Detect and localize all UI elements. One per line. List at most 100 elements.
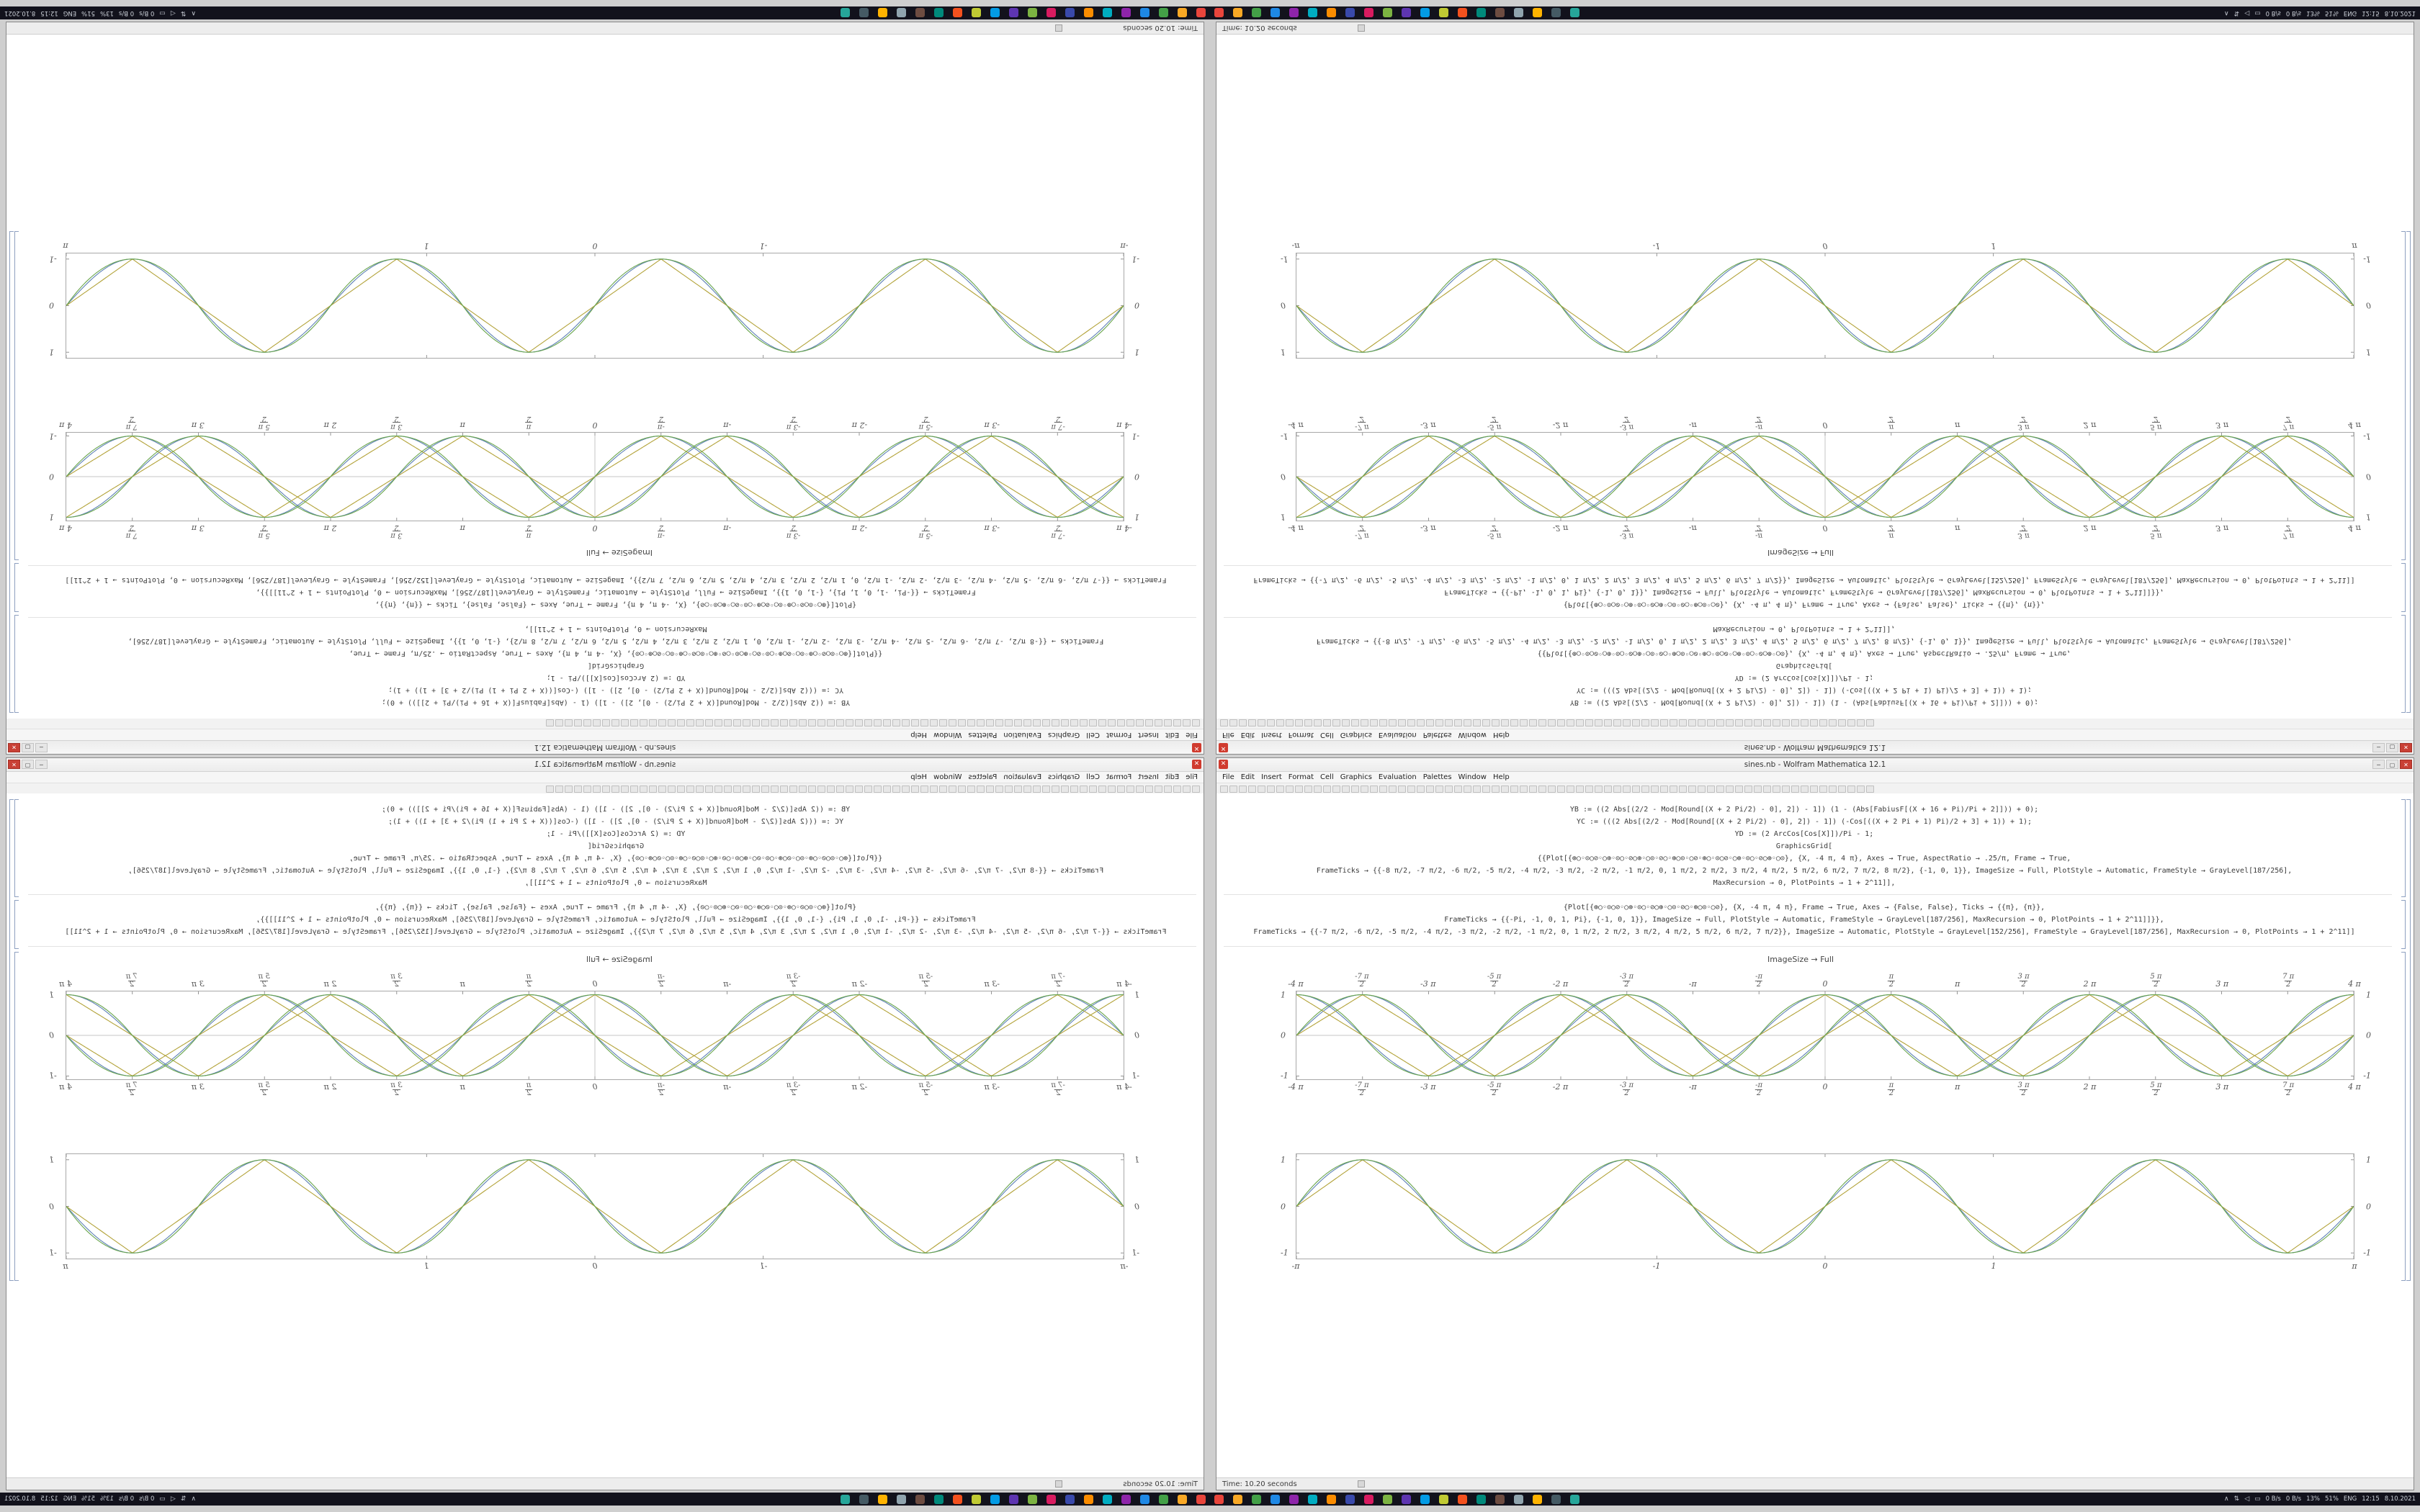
toolbar-button-icon[interactable] (1464, 786, 1471, 793)
toolbar-button-icon[interactable] (1379, 719, 1387, 726)
toolbar-button-icon[interactable] (565, 719, 573, 726)
toolbar-button-icon[interactable] (1482, 719, 1490, 726)
cell-bracket[interactable] (2401, 900, 2406, 949)
taskbar-app-icon[interactable] (990, 1494, 1000, 1504)
toolbar-button-icon[interactable] (1529, 719, 1537, 726)
taskbar-app-icon[interactable] (972, 1494, 981, 1504)
toolbar-button-icon[interactable] (555, 786, 563, 793)
menu-item-graphics[interactable]: Graphics (1340, 773, 1372, 781)
toolbar-button-icon[interactable] (630, 719, 638, 726)
toolbar-button-icon[interactable] (1651, 719, 1659, 726)
taskbar-app-icon[interactable] (1270, 1494, 1280, 1504)
taskbar-app-icon[interactable] (1420, 1494, 1430, 1504)
taskbar-app-icon[interactable] (1065, 8, 1075, 18)
toolbar-button-icon[interactable] (1042, 719, 1050, 726)
toolbar-button-icon[interactable] (1454, 719, 1462, 726)
taskbar-app-icon[interactable] (934, 1494, 944, 1504)
toolbar-button-icon[interactable] (1595, 786, 1603, 793)
toolbar-button-icon[interactable] (1801, 786, 1809, 793)
toolbar-button-icon[interactable] (1005, 786, 1013, 793)
taskbar-app-icon[interactable] (878, 1494, 887, 1504)
taskbar-app-icon[interactable] (1009, 8, 1018, 18)
toolbar-button-icon[interactable] (1529, 786, 1537, 793)
menu-item-help[interactable]: Help (1492, 773, 1510, 781)
taskbar-app-icon[interactable] (878, 8, 887, 18)
toolbar-button-icon[interactable] (949, 786, 956, 793)
toolbar-button-icon[interactable] (602, 719, 610, 726)
toolbar-button-icon[interactable] (1464, 719, 1471, 726)
toolbar-button-icon[interactable] (1866, 786, 1874, 793)
taskbar-app-icon[interactable] (1196, 1494, 1206, 1504)
toolbar-button-icon[interactable] (1641, 786, 1649, 793)
network-icon[interactable]: ⇅ (2233, 9, 2240, 17)
toolbar-button-icon[interactable] (1782, 786, 1790, 793)
toolbar-button-icon[interactable] (1258, 786, 1265, 793)
battery-icon[interactable]: ▭ (2254, 1495, 2261, 1503)
toolbar-button-icon[interactable] (696, 786, 704, 793)
taskbar-app-icon[interactable] (1345, 1494, 1355, 1504)
toolbar-button-icon[interactable] (583, 786, 591, 793)
menu-item-cell[interactable]: Cell (1320, 731, 1334, 739)
taskbar-app-icon[interactable] (1103, 1494, 1112, 1504)
taskbar-app-icon[interactable] (897, 8, 906, 18)
toolbar-button-icon[interactable] (1155, 786, 1162, 793)
toolbar-button-icon[interactable] (1857, 786, 1865, 793)
toolbar-button-icon[interactable] (677, 719, 685, 726)
taskbar-app-icon[interactable] (1140, 8, 1150, 18)
toolbar-button-icon[interactable] (902, 719, 910, 726)
toolbar-button-icon[interactable] (1726, 786, 1734, 793)
taskbar-app-icon[interactable] (972, 8, 981, 18)
toolbar-button-icon[interactable] (1098, 786, 1106, 793)
taskbar-app-icon[interactable] (953, 8, 962, 18)
toolbar-button-icon[interactable] (1660, 719, 1668, 726)
menu-item-file[interactable]: File (1186, 731, 1198, 739)
cell-bracket[interactable] (2401, 615, 2406, 713)
toolbar-button-icon[interactable] (1014, 786, 1022, 793)
menu-item-evaluation[interactable]: Evaluation (1003, 731, 1042, 739)
menu-item-format[interactable]: Format (1288, 773, 1314, 781)
menu-item-help[interactable]: Help (910, 731, 928, 739)
toolbar-button-icon[interactable] (1510, 786, 1518, 793)
toolbar-button-icon[interactable] (621, 786, 629, 793)
toolbar-button-icon[interactable] (1819, 719, 1827, 726)
cell-bracket[interactable] (2401, 563, 2406, 612)
toolbar-button-icon[interactable] (649, 719, 657, 726)
toolbar-button-icon[interactable] (733, 719, 741, 726)
toolbar-button-icon[interactable] (1314, 786, 1322, 793)
toolbar-button-icon[interactable] (855, 719, 863, 726)
toolbar-button-icon[interactable] (1351, 786, 1359, 793)
cell-bracket[interactable] (14, 952, 19, 1281)
close-icon[interactable]: ✕ (1219, 760, 1228, 769)
toolbar-button-icon[interactable] (1370, 719, 1378, 726)
toolbar-button-icon[interactable] (1061, 719, 1069, 726)
toolbar-button-icon[interactable] (1370, 786, 1378, 793)
toolbar-button-icon[interactable] (1061, 786, 1069, 793)
toolbar-button-icon[interactable] (949, 719, 956, 726)
toolbar-button-icon[interactable] (1604, 786, 1612, 793)
menu-item-help[interactable]: Help (910, 773, 928, 781)
toolbar-button-icon[interactable] (1089, 719, 1097, 726)
toolbar-button-icon[interactable] (1473, 786, 1481, 793)
taskbar-app-icon[interactable] (1028, 1494, 1037, 1504)
cell-bracket[interactable] (2401, 231, 2406, 560)
toolbar-button-icon[interactable] (1070, 719, 1078, 726)
toolbar-button-icon[interactable] (1613, 786, 1621, 793)
cell-group-bracket[interactable] (2406, 799, 2411, 1281)
chevron-up-icon[interactable]: ∧ (2224, 9, 2229, 17)
toolbar-button-icon[interactable] (668, 719, 676, 726)
taskbar-app-icon[interactable] (897, 1494, 906, 1504)
toolbar-button-icon[interactable] (546, 786, 554, 793)
taskbar-app-icon[interactable] (1570, 1494, 1579, 1504)
toolbar-button-icon[interactable] (883, 786, 891, 793)
menu-item-evaluation[interactable]: Evaluation (1378, 731, 1417, 739)
toolbar-button-icon[interactable] (977, 719, 985, 726)
toolbar-button-icon[interactable] (696, 719, 704, 726)
toolbar-button-icon[interactable] (1595, 719, 1603, 726)
toolbar-button-icon[interactable] (1791, 719, 1799, 726)
toolbar-button-icon[interactable] (799, 719, 807, 726)
menu-item-palettes[interactable]: Palettes (1422, 773, 1452, 781)
cell-bracket[interactable] (14, 799, 19, 897)
toolbar-button-icon[interactable] (1070, 786, 1078, 793)
taskbar-app-icon[interactable] (1364, 8, 1373, 18)
toolbar-button-icon[interactable] (1754, 719, 1762, 726)
